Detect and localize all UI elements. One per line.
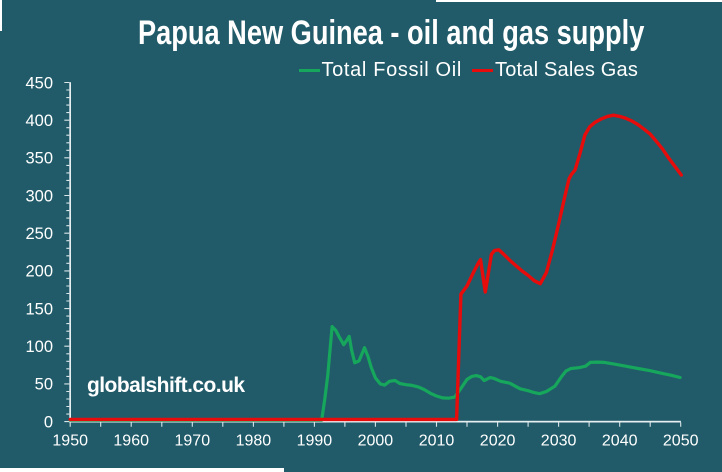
svg-text:2050: 2050 [663,433,699,450]
svg-text:200: 200 [25,263,53,281]
svg-text:50: 50 [35,376,53,394]
svg-text:450: 450 [25,74,53,92]
svg-text:1970: 1970 [175,433,211,450]
svg-text:2020: 2020 [480,433,516,450]
svg-text:2040: 2040 [602,433,638,450]
svg-text:1990: 1990 [297,433,333,450]
svg-text:350: 350 [25,150,53,168]
svg-text:2030: 2030 [541,433,577,450]
svg-text:2000: 2000 [358,433,394,450]
svg-text:1950: 1950 [52,433,88,450]
svg-text:400: 400 [25,112,53,130]
svg-text:250: 250 [25,225,53,243]
svg-text:100: 100 [25,338,53,356]
svg-text:1960: 1960 [113,433,149,450]
svg-text:150: 150 [25,300,53,318]
svg-text:1980: 1980 [236,433,272,450]
svg-text:2010: 2010 [419,433,455,450]
svg-text:300: 300 [25,187,53,205]
svg-text:0: 0 [44,413,53,431]
